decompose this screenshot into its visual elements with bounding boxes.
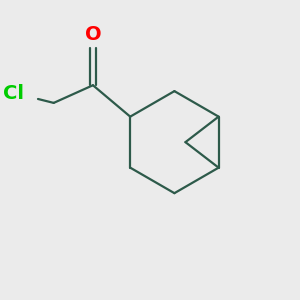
Text: Cl: Cl <box>3 84 24 103</box>
Text: O: O <box>85 25 101 44</box>
